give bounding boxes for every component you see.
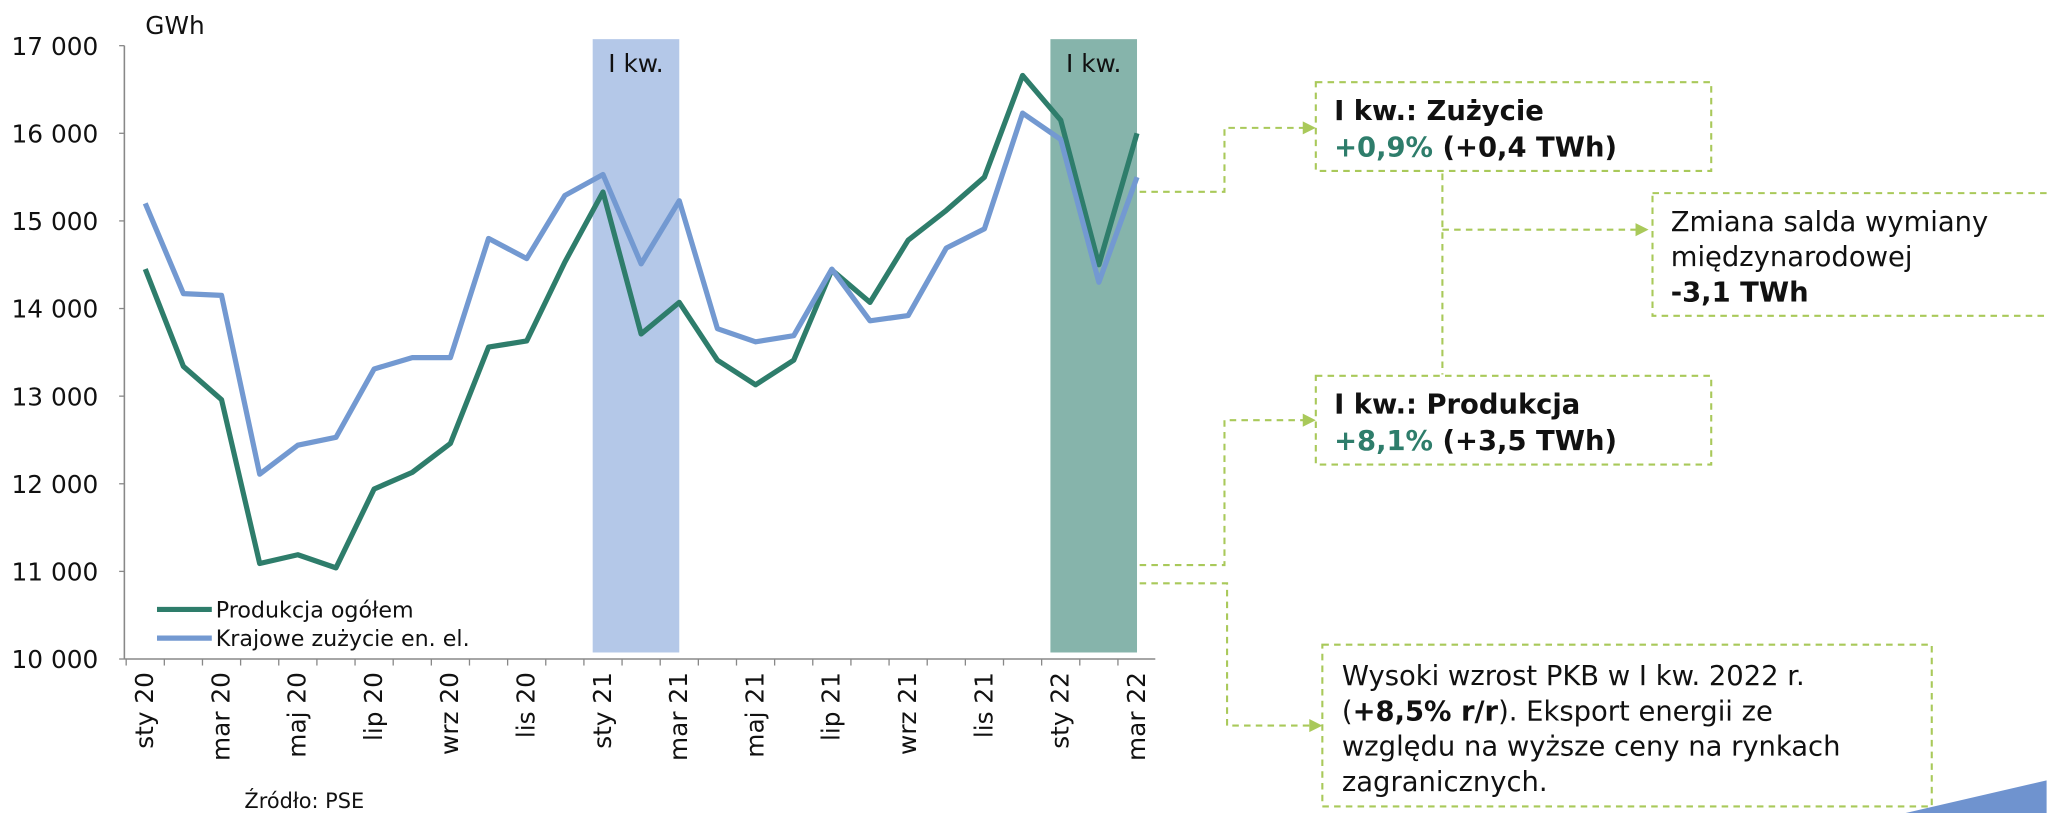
annotation-text: (+3,5 TWh): [1433, 426, 1617, 457]
annotation-line: międzynarodowej: [1671, 242, 1913, 273]
series-line: [142, 72, 1140, 571]
connector: [1139, 419, 1306, 567]
arrow: [1302, 413, 1316, 427]
annotation-box: [1314, 81, 1713, 172]
y-tick-label: 14 000: [12, 295, 99, 324]
annotation-text: Zmiana salda wymiany: [1671, 207, 1989, 238]
annotation-text: +8,1%: [1334, 426, 1433, 457]
source: Źródło: PSE: [244, 788, 364, 813]
x-tick-label: maj 21: [740, 672, 769, 758]
annotation-line: +8,1% (+3,5 TWh): [1334, 426, 1617, 457]
arrow: [1309, 719, 1323, 733]
decoration: [1905, 780, 2047, 813]
x-tick-label: sty 21: [588, 672, 617, 749]
x-tick-label: wrz 20: [435, 672, 464, 755]
x-tick-label: mar 21: [664, 672, 693, 761]
annotation-text: (: [1342, 696, 1353, 727]
annotation-text: (+0,4 TWh): [1433, 133, 1617, 164]
annotation-box: [1314, 374, 1713, 466]
y-tick-label: 15 000: [12, 207, 99, 236]
annotation-text: ). Eksport energii ze: [1498, 696, 1773, 727]
x-tick-label: maj 20: [283, 672, 312, 758]
x-tick-label: lip 20: [359, 672, 388, 741]
y-tick-label: 11 000: [12, 558, 99, 587]
annotation-line: (+8,5% r/r). Eksport energii ze: [1342, 696, 1773, 727]
annotation-text: I kw.: Produkcja: [1334, 390, 1580, 421]
annotation-text: Wysoki wzrost PKB w I kw. 2022 r.: [1342, 661, 1805, 692]
y-tick-label: 13 000: [12, 382, 99, 411]
annotation-text: -3,1 TWh: [1671, 277, 1809, 308]
highlight-label: I kw.: [608, 49, 663, 78]
annotation-box: [1321, 643, 1933, 808]
annotation-line: zagranicznych.: [1342, 767, 1548, 798]
y-tick-label: 10 000: [12, 645, 99, 674]
annotation-line: I kw.: Zużycie: [1334, 96, 1544, 127]
annotation-line: -3,1 TWh: [1671, 277, 1809, 308]
annotation-box: [1651, 192, 2047, 317]
y-tick-label: 17 000: [12, 32, 99, 61]
x-tick-label: lis 21: [969, 672, 998, 738]
annotation-text: I kw.: Zużycie: [1334, 96, 1544, 127]
y-tick-label: 16 000: [12, 119, 99, 148]
annotation-line: Wysoki wzrost PKB w I kw. 2022 r.: [1342, 661, 1805, 692]
highlights: [592, 39, 1138, 653]
arrow: [1302, 121, 1316, 135]
connector: [1441, 173, 1639, 375]
annotation-line: I kw.: Produkcja: [1334, 390, 1580, 421]
x-tick-label: lip 21: [817, 672, 846, 741]
legend-label: Krajowe zużycie en. el.: [216, 626, 470, 652]
connector: [1139, 582, 1311, 727]
connector: [1139, 126, 1306, 193]
annotation-text: międzynarodowej: [1671, 242, 1913, 273]
x-tick-label: mar 20: [206, 672, 235, 761]
unit-label: GWh: [145, 11, 204, 40]
x-tick-label: sty 20: [130, 672, 159, 749]
arrow: [1635, 223, 1649, 237]
legend-label: Produkcja ogółem: [216, 597, 414, 623]
annotation-text: względu na wyższe ceny na rynkach: [1342, 732, 1841, 763]
y-tick-label: 12 000: [12, 470, 99, 499]
series-line: [142, 110, 1140, 477]
highlight-label: I kw.: [1066, 49, 1121, 78]
annotation-line: względu na wyższe ceny na rynkach: [1342, 732, 1841, 763]
annotation-text: zagranicznych.: [1342, 767, 1548, 798]
x-tick-label: sty 22: [1046, 672, 1075, 749]
annotation-text: +0,9%: [1334, 133, 1433, 164]
annotation-line: Zmiana salda wymiany: [1671, 207, 1989, 238]
x-tick-label: wrz 21: [893, 672, 922, 755]
highlight-band: [592, 39, 680, 653]
x-tick-label: mar 22: [1122, 672, 1151, 761]
annotation-line: +0,9% (+0,4 TWh): [1334, 133, 1617, 164]
x-tick-label: lis 20: [512, 672, 541, 738]
annotation-text: +8,5% r/r: [1353, 696, 1499, 727]
